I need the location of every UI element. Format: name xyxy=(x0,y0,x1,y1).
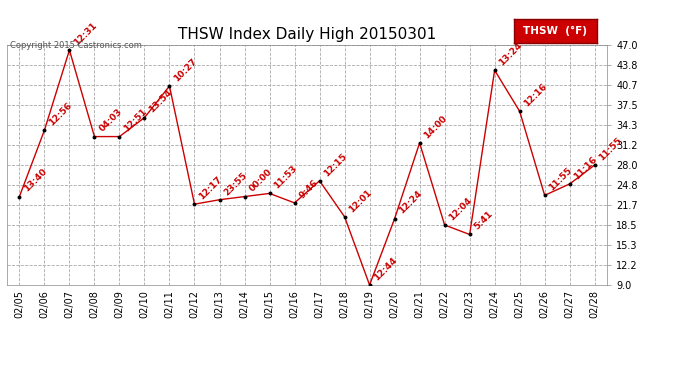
Text: 13:24: 13:24 xyxy=(497,41,524,68)
Text: Copyright 2015 Castronics.com: Copyright 2015 Castronics.com xyxy=(10,41,142,50)
Text: 14:00: 14:00 xyxy=(422,114,449,140)
Point xyxy=(364,282,375,288)
Text: 12:51: 12:51 xyxy=(122,107,149,134)
Text: 23:55: 23:55 xyxy=(222,170,249,197)
Point xyxy=(114,134,125,140)
Point xyxy=(464,231,475,237)
Point xyxy=(314,178,325,184)
Point xyxy=(489,67,500,73)
Text: 12:24: 12:24 xyxy=(397,189,424,216)
Text: 10:27: 10:27 xyxy=(172,57,199,83)
Text: 9:46: 9:46 xyxy=(297,178,319,200)
Text: 12:16: 12:16 xyxy=(522,82,549,108)
Point xyxy=(164,83,175,89)
Text: 00:00: 00:00 xyxy=(247,168,273,194)
Point xyxy=(439,222,450,228)
Point xyxy=(14,194,25,200)
Title: THSW Index Daily High 20150301: THSW Index Daily High 20150301 xyxy=(178,27,436,42)
Point xyxy=(564,181,575,187)
Text: 11:16: 11:16 xyxy=(573,154,599,181)
Point xyxy=(89,134,100,140)
Text: 13:40: 13:40 xyxy=(22,167,49,194)
Text: 12:01: 12:01 xyxy=(347,188,374,214)
Text: 12:04: 12:04 xyxy=(447,196,474,222)
Point xyxy=(539,192,550,198)
Point xyxy=(589,162,600,168)
Point xyxy=(39,127,50,133)
Text: 13:54: 13:54 xyxy=(147,88,174,115)
Text: 12:56: 12:56 xyxy=(47,101,74,128)
Text: 04:03: 04:03 xyxy=(97,107,124,134)
Text: 11:55: 11:55 xyxy=(598,136,624,162)
Point xyxy=(264,190,275,196)
Point xyxy=(239,194,250,200)
Text: 11:55: 11:55 xyxy=(547,166,574,192)
Point xyxy=(414,140,425,146)
Point xyxy=(214,197,225,203)
Text: THSW  (°F): THSW (°F) xyxy=(524,26,587,36)
Point xyxy=(64,47,75,53)
Point xyxy=(514,108,525,114)
Text: 12:15: 12:15 xyxy=(322,152,349,178)
Text: 11:53: 11:53 xyxy=(273,164,299,190)
Text: 12:17: 12:17 xyxy=(197,175,224,201)
Text: 12:44: 12:44 xyxy=(373,255,399,282)
Point xyxy=(139,115,150,121)
Point xyxy=(339,214,350,220)
Point xyxy=(189,201,200,207)
Text: 12:31: 12:31 xyxy=(72,21,99,47)
Point xyxy=(389,216,400,222)
Point xyxy=(289,200,300,206)
Text: 5:41: 5:41 xyxy=(473,209,495,232)
